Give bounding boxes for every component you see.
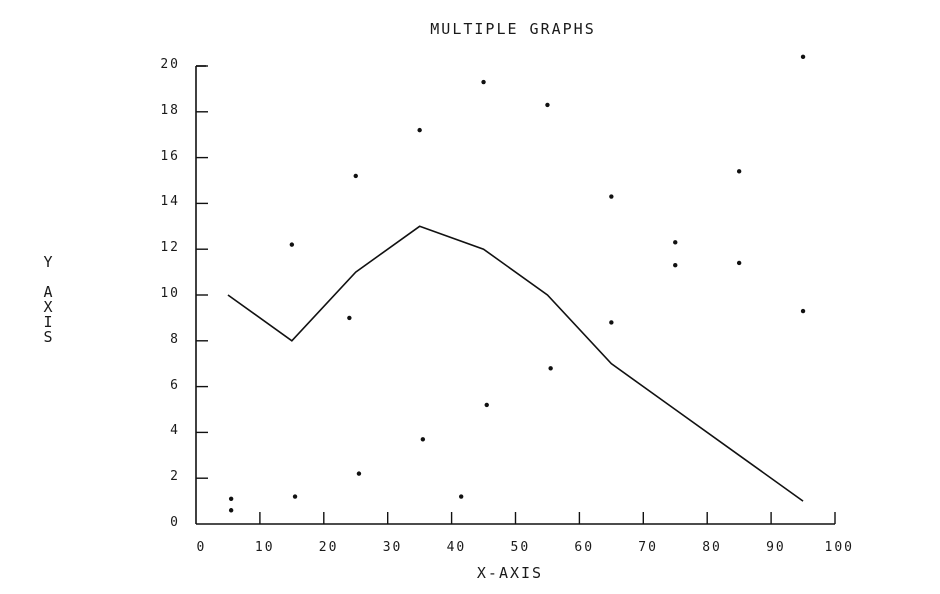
x-tick-label: 50 xyxy=(510,540,531,555)
x-tick-label: 70 xyxy=(638,540,658,555)
scatter-point xyxy=(545,102,550,108)
scatter-point xyxy=(292,494,298,499)
x-tick-label: 40 xyxy=(446,540,467,555)
scatter-point xyxy=(800,308,806,314)
y-tick-label: 20 xyxy=(160,57,180,72)
y-tick-label: 10 xyxy=(160,286,180,301)
x-tick-label: 20 xyxy=(318,540,339,555)
scatter-point xyxy=(289,242,295,247)
x-axis-ticks xyxy=(259,512,836,524)
y-tick-label: 18 xyxy=(160,102,180,118)
x-tick-label: 100 xyxy=(824,540,854,555)
scatter-point xyxy=(417,127,422,133)
scatter-point xyxy=(609,320,614,325)
y-tick-label: 16 xyxy=(160,148,180,164)
scatter-point xyxy=(673,240,678,245)
x-tick-label: 30 xyxy=(382,540,403,555)
y-axis-ticks xyxy=(196,65,208,479)
y-tick-label: 4 xyxy=(170,423,180,439)
y-tick-label: 0 xyxy=(170,515,180,530)
x-tick-label: 10 xyxy=(254,540,275,555)
x-tick-label: 80 xyxy=(702,540,722,555)
scatter-point xyxy=(228,496,234,502)
y-tick-label: 8 xyxy=(170,331,180,347)
chart-title: MULTIPLE GRAPHS xyxy=(430,20,596,38)
y-tick-label: 14 xyxy=(160,194,180,210)
scatter-point xyxy=(673,263,678,268)
scatter-point xyxy=(228,508,234,513)
x-axis-label: X-AXIS xyxy=(476,564,544,582)
scatter-point xyxy=(736,260,742,266)
y-tick-label: 2 xyxy=(170,469,180,485)
scatter-point xyxy=(548,366,553,371)
y-tick-label: 12 xyxy=(160,240,180,256)
scatter-point xyxy=(347,315,352,321)
scatter-point xyxy=(609,194,614,199)
x-tick-label: 90 xyxy=(766,540,786,555)
scatter-point xyxy=(458,494,464,499)
y-tick-label: 6 xyxy=(170,377,180,393)
scatter-points xyxy=(228,54,806,513)
x-tick-label: 0 xyxy=(196,540,207,555)
scatter-point xyxy=(356,471,362,476)
scatter-point xyxy=(736,169,742,174)
scatter-point xyxy=(800,54,806,60)
scatter-point xyxy=(481,79,486,85)
x-tick-label: 60 xyxy=(574,540,595,555)
scatter-point xyxy=(420,437,426,442)
scatter-point xyxy=(484,402,489,408)
y-axis-label: Y A X I S xyxy=(43,253,53,346)
scatter-point xyxy=(353,173,358,179)
data-line xyxy=(227,225,804,502)
